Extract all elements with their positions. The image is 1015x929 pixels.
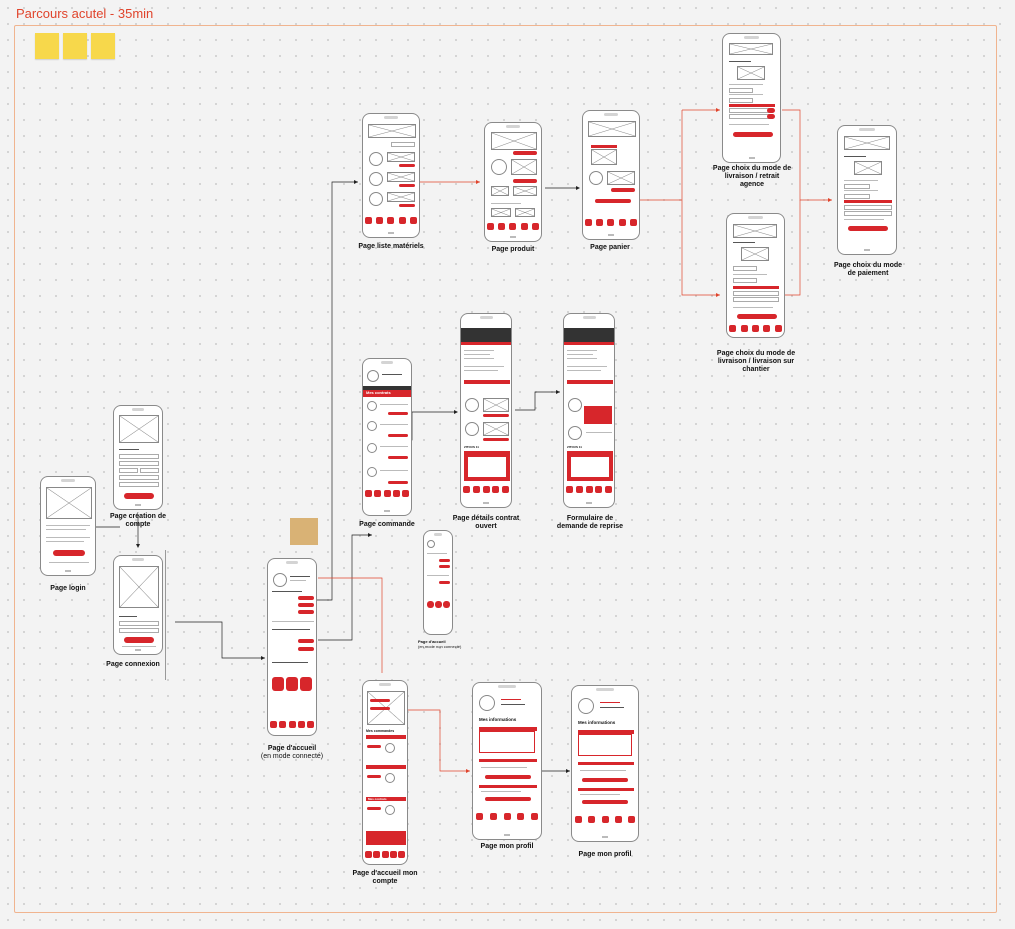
caption-livraison-agence: Page choix du mode de livraison / retrai… xyxy=(712,165,792,188)
screen-commande[interactable]: Mes contrats xyxy=(362,358,412,516)
screen-login[interactable] xyxy=(40,476,96,576)
screen-produit[interactable] xyxy=(484,122,542,242)
board-title: Parcours acutel - 35min xyxy=(16,6,154,21)
caption-mon-profil-2: Page mon profil xyxy=(578,851,632,858)
screen-reprise[interactable]: ZITOUS 11 xyxy=(563,313,615,508)
caption-accueil-connecte-title: Page d'accueil xyxy=(267,745,317,752)
caption-accueil-connecte: Page d'accueil (en mode connecté) xyxy=(260,745,324,761)
caption-accueil-mon-compte: Page d'accueil mon compte xyxy=(352,870,418,885)
caption-accueil-connecte-sub: (en mode connecté) xyxy=(260,753,324,760)
screen-contrat-ouvert[interactable]: ZITOUS 11 xyxy=(460,313,512,508)
sticky-note[interactable] xyxy=(290,518,318,545)
caption-paiement: Page choix du mode de paiement xyxy=(833,262,903,277)
caption-connexion: Page connexion xyxy=(106,661,160,668)
compte-section-title: Mes commandes xyxy=(366,729,395,733)
profil-section-title-1: Mes informations xyxy=(479,717,517,722)
screen-liste-materiels[interactable] xyxy=(362,113,420,238)
screen-panier[interactable] xyxy=(582,110,640,240)
caption-livraison-chantier: Page choix du mode de livraison / livrai… xyxy=(716,350,796,373)
sticky-note[interactable] xyxy=(35,33,59,59)
screen-accueil-connecte[interactable] xyxy=(267,558,317,736)
profil-section-title-2: Mes informations xyxy=(578,720,616,725)
board-frame xyxy=(14,25,997,913)
caption-contrat-ouvert: Page détails contrat ouvert xyxy=(452,515,520,530)
sticky-note[interactable] xyxy=(63,33,87,59)
caption-produit: Page produit xyxy=(491,246,535,253)
caption-panier: Page panier xyxy=(590,244,630,251)
commande-section-title: Mes contrats xyxy=(366,390,391,395)
divider xyxy=(165,550,166,680)
compte-contrats-title: Mes contrats xyxy=(368,797,387,801)
caption-accueil-non-connecte-sub: (en mode non connecté) xyxy=(418,644,462,649)
screen-livraison-chantier[interactable] xyxy=(726,213,785,338)
reprise-total-label: ZITOUS 11 xyxy=(567,445,582,449)
caption-commande: Page commande xyxy=(359,521,415,528)
sticky-note[interactable] xyxy=(91,33,115,59)
screen-accueil-non-connecte[interactable] xyxy=(423,530,453,635)
screen-paiement[interactable] xyxy=(837,125,897,255)
screen-mon-profil-1[interactable]: Mes informations xyxy=(472,682,542,840)
caption-reprise: Formulaire de demande de reprise xyxy=(556,515,624,530)
caption-login: Page login xyxy=(50,585,86,592)
caption-accueil-non-connecte: Page d'accueil (en mode non connecté) xyxy=(418,639,462,649)
screen-accueil-mon-compte[interactable]: Mes commandes Mes contrats xyxy=(362,680,408,865)
screen-mon-profil-2[interactable]: Mes informations xyxy=(571,685,639,842)
caption-accueil-non-connecte-title: Page d'accueil xyxy=(418,639,446,644)
caption-creation-compte: Page création de compte xyxy=(109,513,167,528)
caption-liste-materiels: Page liste matériels xyxy=(358,243,424,250)
contrat-total-label: ZITOUS 11 xyxy=(464,445,479,449)
screen-livraison-agence[interactable] xyxy=(722,33,781,163)
caption-mon-profil-1: Page mon profil xyxy=(480,843,534,850)
screen-connexion[interactable] xyxy=(113,555,163,655)
screen-creation-compte[interactable] xyxy=(113,405,163,510)
